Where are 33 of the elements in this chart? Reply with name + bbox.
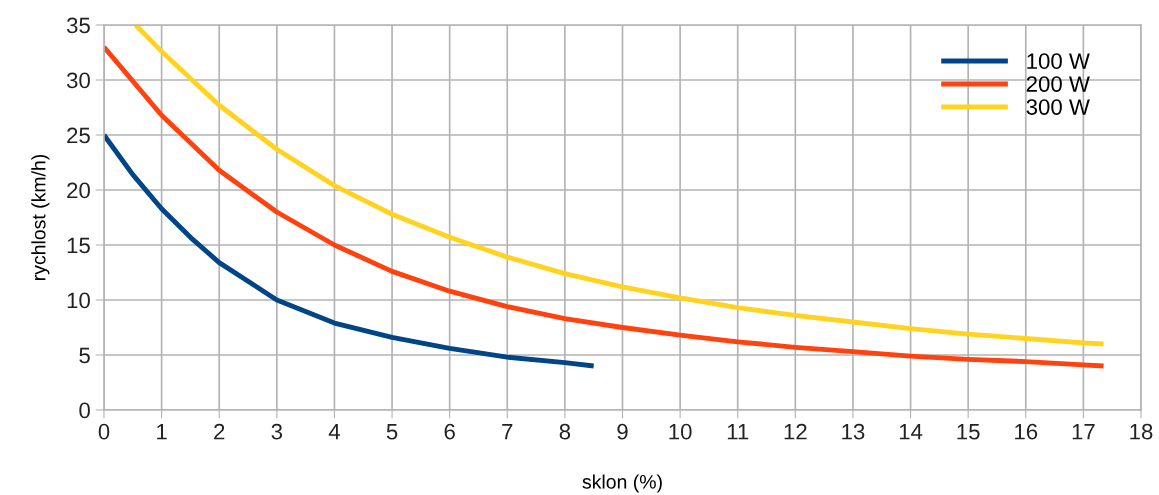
x-axis-title: sklon (%) <box>582 474 662 493</box>
x-tick-label: 9 <box>617 423 628 440</box>
y-tick-label: 20 <box>67 182 90 199</box>
x-tick-label: 6 <box>444 423 455 440</box>
y-tick-label: 25 <box>67 127 90 144</box>
x-tick-label: 0 <box>98 423 110 440</box>
x-tick-label: 15 <box>957 424 980 440</box>
x-tick-label: 10 <box>669 423 692 440</box>
x-tick-label: 2 <box>214 423 225 440</box>
line-series <box>104 132 597 369</box>
legend-label: 300 W <box>1026 99 1090 115</box>
y-tick-label: 5 <box>79 347 90 364</box>
x-tick-label: 17 <box>1072 424 1095 440</box>
y-tick-label: 0 <box>79 402 90 419</box>
x-tick-label: 1 <box>157 424 167 440</box>
x-tick-label: 8 <box>559 423 571 440</box>
x-tick-label: 12 <box>784 423 807 440</box>
y-tick-label: 35 <box>66 17 90 34</box>
x-tick-label: 14 <box>899 424 923 440</box>
x-tick-label: 7 <box>502 424 513 440</box>
x-tick-label: 4 <box>328 424 340 440</box>
x-tick-label: 11 <box>727 424 749 440</box>
y-tick-label: 15 <box>67 237 90 254</box>
x-tick-label: 3 <box>271 423 283 440</box>
legend-label: 100 W <box>1027 53 1090 70</box>
x-tick-label: 18 <box>1130 423 1153 440</box>
x-tick-label: 5 <box>386 424 398 440</box>
x-tick-label: 13 <box>842 423 865 440</box>
y-axis-title: rychlost (km/h) <box>31 154 50 280</box>
y-tick-label: 30 <box>66 72 90 89</box>
legend-label: 200 W <box>1026 76 1090 92</box>
x-tick-label: 16 <box>1015 423 1038 440</box>
y-tick-label: 10 <box>67 292 90 309</box>
